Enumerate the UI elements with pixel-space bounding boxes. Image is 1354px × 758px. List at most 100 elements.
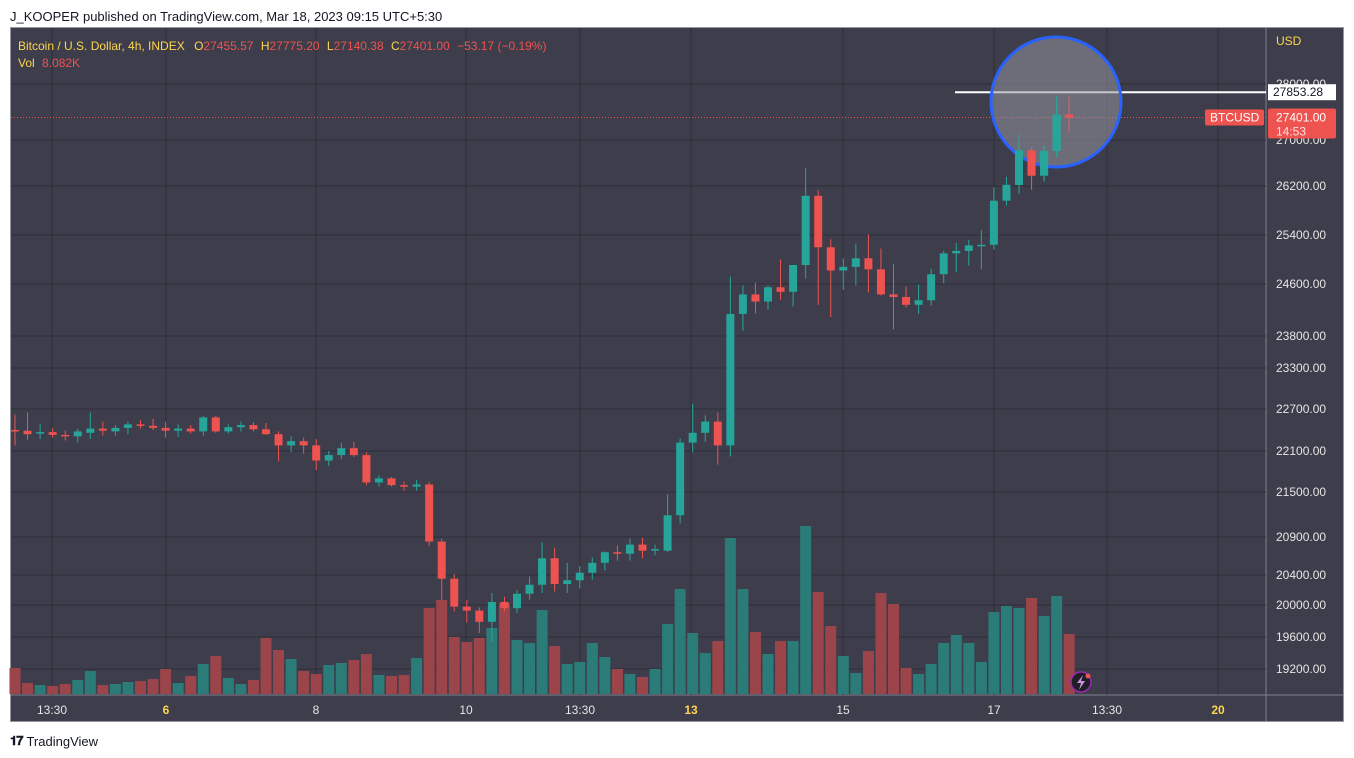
candle-body[interactable] xyxy=(701,421,710,433)
candle-body[interactable] xyxy=(287,441,296,446)
candle-body[interactable] xyxy=(914,300,923,305)
candle-body[interactable] xyxy=(889,294,898,297)
level-price-tag[interactable] xyxy=(1268,84,1336,101)
candle-body[interactable] xyxy=(575,572,584,581)
candle-body[interactable] xyxy=(1002,184,1011,201)
candle-body[interactable] xyxy=(538,558,547,585)
candle-body[interactable] xyxy=(400,485,409,487)
candle-body[interactable] xyxy=(801,195,810,266)
candle-body[interactable] xyxy=(349,448,358,456)
candle-body[interactable] xyxy=(61,434,70,437)
volume-bar xyxy=(913,674,925,694)
candle-body[interactable] xyxy=(789,265,798,292)
candle-body[interactable] xyxy=(299,441,308,446)
candle-body[interactable] xyxy=(776,287,785,292)
candle-body[interactable] xyxy=(876,269,885,295)
candle-body[interactable] xyxy=(274,434,283,446)
candle-body[interactable] xyxy=(249,425,258,430)
candle-body[interactable] xyxy=(713,421,722,446)
candle-body[interactable] xyxy=(663,515,672,551)
candle-body[interactable] xyxy=(1015,150,1023,185)
candle-body[interactable] xyxy=(726,313,735,446)
candle-body[interactable] xyxy=(613,552,622,554)
price-axis-bg[interactable] xyxy=(1266,28,1343,721)
candle-body[interactable] xyxy=(1040,150,1049,176)
symbol-badge[interactable] xyxy=(1205,109,1264,126)
candle-body[interactable] xyxy=(387,478,396,486)
candle-body[interactable] xyxy=(199,417,208,432)
close-value: 27401.00 xyxy=(399,39,450,53)
time-axis-bg[interactable] xyxy=(11,695,1266,721)
candle-body[interactable] xyxy=(36,432,45,434)
candle-body[interactable] xyxy=(927,274,936,301)
volume-bar xyxy=(549,646,561,694)
candle-body[interactable] xyxy=(625,544,634,554)
candle-body[interactable] xyxy=(86,428,95,433)
candle-body[interactable] xyxy=(362,455,371,483)
volume-bar xyxy=(574,662,586,694)
candle-body[interactable] xyxy=(324,455,333,461)
candle-body[interactable] xyxy=(149,425,158,428)
candle-body[interactable] xyxy=(902,297,911,305)
candle-body[interactable] xyxy=(437,541,446,579)
candle-body[interactable] xyxy=(425,484,434,542)
candle-body[interactable] xyxy=(826,247,835,271)
candle-body[interactable] xyxy=(814,195,823,248)
candle-body[interactable] xyxy=(977,244,986,247)
candle-body[interactable] xyxy=(651,549,660,551)
candle-body[interactable] xyxy=(374,478,383,483)
candle-body[interactable] xyxy=(23,430,32,435)
candle-body[interactable] xyxy=(989,200,998,245)
candle-body[interactable] xyxy=(136,424,145,426)
highlight-circle[interactable] xyxy=(989,35,1123,169)
candle-body[interactable] xyxy=(48,432,57,435)
candle-body[interactable] xyxy=(312,445,321,461)
candle-body[interactable] xyxy=(111,427,120,432)
candle-body[interactable] xyxy=(337,448,346,456)
candle-body[interactable] xyxy=(738,294,747,314)
candle-body[interactable] xyxy=(676,442,685,516)
candle-body[interactable] xyxy=(262,429,270,435)
candle-body[interactable] xyxy=(525,584,534,594)
last-price-tag[interactable] xyxy=(1268,108,1336,139)
candle-body[interactable] xyxy=(513,593,521,609)
symbol-title[interactable]: Bitcoin / U.S. Dollar, 4h, INDEX xyxy=(18,39,185,53)
candle-body[interactable] xyxy=(174,428,183,431)
candle-body[interactable] xyxy=(224,427,233,432)
candle-body[interactable] xyxy=(600,552,609,563)
candle-body[interactable] xyxy=(563,580,572,584)
candle-body[interactable] xyxy=(964,245,973,251)
candle-body[interactable] xyxy=(688,432,697,443)
volume-label[interactable]: Vol xyxy=(18,56,35,70)
candle-body[interactable] xyxy=(864,258,873,270)
candle-body[interactable] xyxy=(123,424,132,428)
candle-body[interactable] xyxy=(11,430,19,432)
footer-brand[interactable]: TradingView xyxy=(26,733,99,749)
candle-body[interactable] xyxy=(98,428,107,431)
candle-body[interactable] xyxy=(500,602,509,609)
candle-body[interactable] xyxy=(1065,114,1074,118)
candle-body[interactable] xyxy=(952,250,961,254)
candle-body[interactable] xyxy=(839,266,848,271)
candle-body[interactable] xyxy=(638,544,647,551)
candle-body[interactable] xyxy=(851,258,860,267)
candle-body[interactable] xyxy=(751,294,760,302)
candle-body[interactable] xyxy=(412,484,421,487)
candle-body[interactable] xyxy=(236,425,245,428)
candle-body[interactable] xyxy=(462,606,471,611)
candle-body[interactable] xyxy=(211,417,220,432)
candle-body[interactable] xyxy=(475,610,484,622)
candle-body[interactable] xyxy=(939,253,948,275)
candle-body[interactable] xyxy=(161,427,170,431)
candle-body[interactable] xyxy=(588,562,597,573)
candle-body[interactable] xyxy=(186,428,195,432)
candle-body[interactable] xyxy=(487,602,496,622)
candle-body[interactable] xyxy=(450,578,459,607)
candle-body[interactable] xyxy=(1027,150,1036,176)
tradingview-logo-icon[interactable]: 𝟏𝟕 xyxy=(10,733,24,748)
candle-body[interactable] xyxy=(550,558,559,584)
candle-body[interactable] xyxy=(73,431,82,437)
candle-body[interactable] xyxy=(1052,114,1061,151)
candle-body[interactable] xyxy=(764,287,772,302)
